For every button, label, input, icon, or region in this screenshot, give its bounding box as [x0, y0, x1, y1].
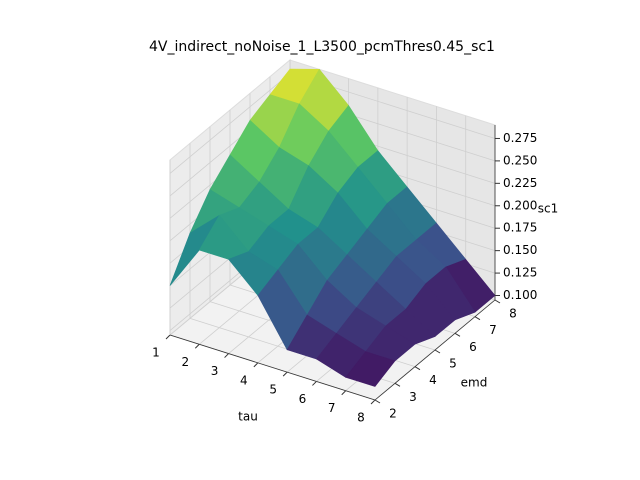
x-tick — [194, 343, 200, 349]
z-tick-label: 0.225 — [503, 176, 537, 190]
x-tick — [253, 362, 259, 368]
axis-line — [374, 299, 496, 401]
x-tick-label: 1 — [152, 346, 160, 360]
x-tick-label: 7 — [328, 401, 336, 415]
y-tick — [374, 399, 381, 404]
y-tick-label: 8 — [509, 307, 517, 321]
surface-facet — [345, 351, 396, 387]
z-tick-label: 0.200 — [503, 198, 537, 212]
x-tick — [224, 353, 229, 358]
y-tick-label: 5 — [449, 357, 457, 371]
y-tick-label: 7 — [489, 323, 497, 337]
y-tick-label: 6 — [469, 340, 477, 354]
axis-line — [169, 334, 376, 401]
x-tick-label: 8 — [357, 411, 365, 425]
x-tick-label: 5 — [269, 383, 277, 397]
y-tick — [414, 366, 421, 371]
x-tick-label: 4 — [240, 373, 248, 387]
chart-title: 4V_indirect_noNoise_1_L3500_pcmThres0.45… — [149, 39, 495, 55]
y-tick — [474, 316, 481, 321]
y-tick — [494, 299, 501, 304]
x-tick-label: 3 — [211, 364, 219, 378]
z-tick-label: 0.175 — [503, 221, 537, 235]
x-tick — [341, 390, 347, 396]
z-tick-label: 0.250 — [503, 153, 537, 167]
x-tick-label: 2 — [181, 355, 189, 369]
y-tick-label: 4 — [429, 373, 437, 387]
y-tick-label: 3 — [409, 390, 417, 404]
z-tick-label: 0.275 — [503, 131, 537, 145]
z-tick-label: 0.150 — [503, 243, 537, 257]
x-tick — [282, 371, 288, 377]
y-axis-label: emd — [461, 376, 488, 390]
z-axis-label: sc1 — [538, 202, 558, 216]
x-tick — [312, 381, 317, 386]
x-tick-label: 6 — [299, 392, 307, 406]
z-tick-label: 0.125 — [503, 266, 537, 280]
x-tick — [370, 399, 376, 405]
y-tick — [394, 382, 401, 387]
x-tick — [165, 334, 171, 340]
z-tick-label: 0.100 — [503, 288, 537, 302]
x-axis-label: tau — [238, 410, 258, 424]
y-tick — [434, 349, 441, 354]
y-tick — [454, 332, 461, 337]
grid-line — [169, 73, 291, 174]
y-tick-label: 2 — [389, 407, 397, 421]
